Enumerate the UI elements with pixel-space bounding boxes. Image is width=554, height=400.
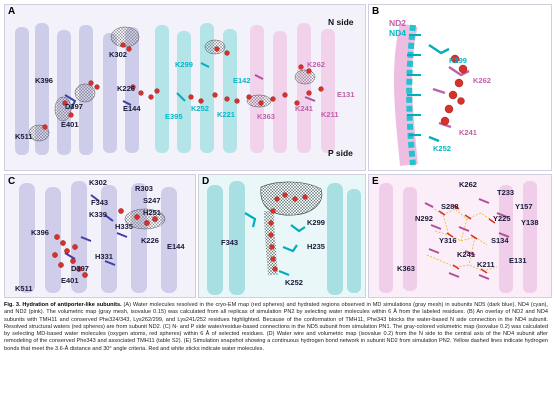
residue-label: S288 — [441, 202, 459, 211]
residue-label: K262 — [307, 60, 325, 69]
panel-b-label: B — [372, 6, 380, 17]
residue-label: K252 — [433, 144, 451, 153]
residue-label: K241 — [459, 128, 477, 137]
residue-label: H235 — [307, 242, 325, 251]
residue-label: K511 — [15, 132, 33, 141]
residue-label: S134 — [491, 236, 509, 245]
residue-label: K299 — [449, 56, 467, 65]
panel-e-structure — [379, 181, 537, 293]
residue-label: K302 — [89, 178, 107, 187]
residue-label: D397 — [65, 102, 83, 111]
residue-label: K211 — [321, 110, 339, 119]
residue-label: K241 — [295, 104, 313, 113]
residue-label: K363 — [397, 264, 415, 273]
residue-label: Y316 — [439, 236, 457, 245]
residue-label: K241 — [457, 250, 475, 259]
panel-d-structure — [207, 181, 361, 295]
residue-label: E395 — [165, 112, 183, 121]
caption-text-e: (E) Simulation snapshot showing a contin… — [4, 338, 548, 352]
residue-label: K339 — [89, 210, 107, 219]
legend-nd2: ND2 — [389, 18, 407, 28]
caption-title: Fig. 3. Hydration of antiporter-like sub… — [4, 302, 122, 308]
residue-label: E144 — [167, 242, 185, 251]
residue-label: D397 — [71, 264, 89, 273]
caption-text-b: (B) An overlay of ND2 and ND4 subunits w… — [4, 309, 548, 330]
panel-e-label: E — [372, 176, 379, 187]
residue-label: E401 — [61, 120, 79, 129]
p-side-label: P side — [328, 148, 353, 158]
legend-nd4: ND4 — [389, 28, 407, 38]
residue-label: K299 — [175, 60, 193, 69]
residue-label: N292 — [415, 214, 433, 223]
residue-label: E131 — [509, 256, 527, 265]
residue-label: K396 — [31, 228, 49, 237]
residue-label: K221 — [217, 110, 235, 119]
residue-label: K511 — [15, 284, 33, 293]
caption-text-d: (D) Water wire and volumetric map (isova… — [4, 331, 548, 345]
caption-text-c: (C) N- and P side water/residue-based co… — [4, 323, 548, 338]
residue-label: E144 — [123, 104, 141, 113]
residue-label: K252 — [191, 104, 209, 113]
residue-label: R303 — [135, 184, 153, 193]
panel-c: C K302 R303 F343 S247 K339 H251 H335 K39… — [4, 174, 196, 298]
residue-label: K396 — [35, 76, 53, 85]
residue-label: H335 — [115, 222, 133, 231]
residue-label: K302 — [109, 50, 127, 59]
panel-b: B ND2 ND4 K299 K262 K241 K252 — [368, 4, 552, 171]
n-side-label: N side — [328, 17, 354, 27]
residue-label: E401 — [61, 276, 79, 285]
panel-d-label: D — [202, 176, 210, 187]
residue-label: K226 — [117, 84, 135, 93]
residue-label: K252 — [285, 278, 303, 287]
residue-label: T233 — [497, 188, 515, 197]
residue-label: Y138 — [521, 218, 539, 227]
residue-label: Y225 — [493, 214, 511, 223]
residue-label: K211 — [477, 260, 495, 269]
panel-c-label: C — [8, 176, 16, 187]
residue-label: K299 — [307, 218, 325, 227]
residue-label: H251 — [143, 208, 161, 217]
residue-label: K363 — [257, 112, 275, 121]
residue-label: F343 — [91, 198, 109, 207]
panel-d: D K299 F343 H235 K252 — [198, 174, 366, 298]
caption-text-a: (A) Water molecules resolved in the cryo… — [4, 302, 548, 316]
panel-a-structure — [15, 23, 335, 155]
residue-label: S247 — [143, 196, 161, 205]
residue-label: K262 — [459, 180, 477, 189]
panel-e: E K262 T233 S288 Y157 N292 Y225 Y138 Y31… — [368, 174, 552, 298]
panel-b-structure — [393, 22, 470, 166]
residue-label: K262 — [473, 76, 491, 85]
residue-label: H331 — [95, 252, 113, 261]
panel-a-label: A — [8, 6, 16, 17]
residue-label: K226 — [141, 236, 159, 245]
figure-caption: Fig. 3. Hydration of antiporter-like sub… — [4, 302, 548, 353]
panel-a: A N side P side K302 K396 D397 E401 K511… — [4, 4, 366, 171]
residue-label: E142 — [233, 76, 251, 85]
residue-label: E131 — [337, 90, 355, 99]
residue-label: F343 — [221, 238, 239, 247]
panel-c-structure — [19, 181, 177, 293]
residue-label: Y157 — [515, 202, 533, 211]
